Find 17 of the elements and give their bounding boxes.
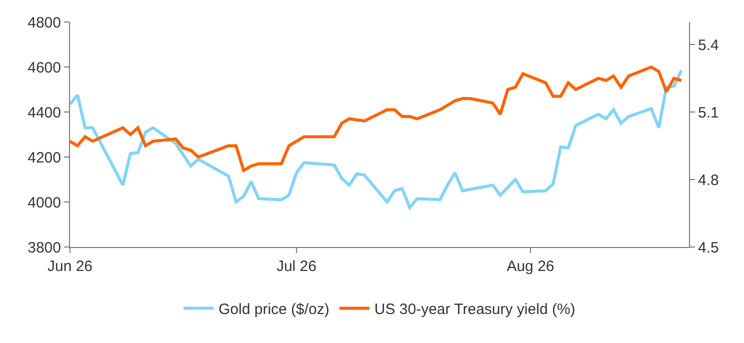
y2-tick-label: 4.5	[698, 239, 719, 256]
y-tick-label: 4800	[28, 14, 61, 32]
y2-tick-label: 4.8	[698, 172, 719, 189]
legend-label: US 30-year Treasury yield (%)	[374, 301, 576, 318]
y2-tick-label: 5.4	[698, 36, 719, 54]
x-tick-label: Jun 26	[47, 258, 93, 275]
legend-label: Gold price ($/oz)	[218, 301, 330, 318]
x-tick-label: Aug 26	[506, 258, 554, 275]
line-series	[70, 68, 683, 210]
line-series	[70, 66, 683, 172]
y2-tick-label: 5.1	[698, 104, 719, 122]
y-tick-label: 4000	[28, 194, 61, 212]
y-tick-label: 3800	[28, 239, 61, 256]
y-tick-label: 4200	[28, 149, 61, 166]
y-tick-label: 4400	[28, 104, 61, 122]
x-tick-label: Jul 26	[276, 258, 316, 275]
y-tick-label: 4600	[28, 59, 61, 76]
